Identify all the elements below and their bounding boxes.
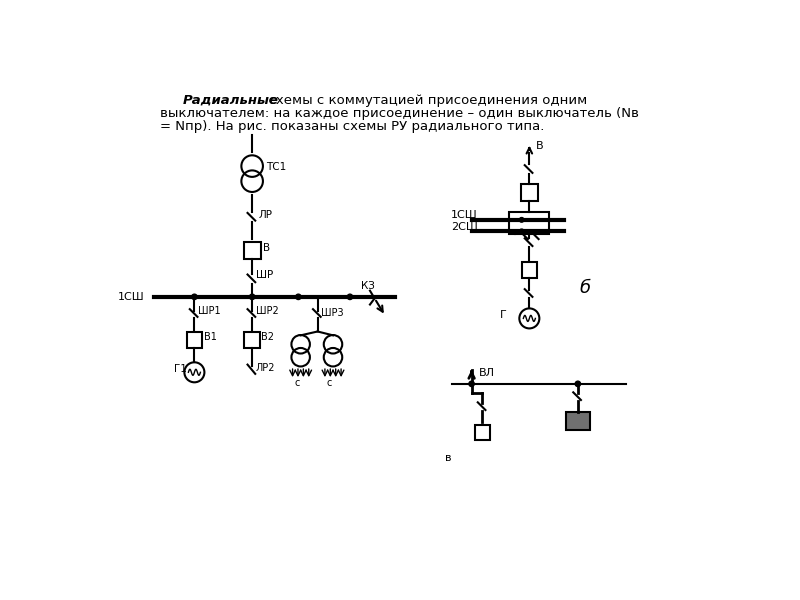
Circle shape	[347, 294, 353, 299]
Text: 1СШ: 1СШ	[118, 292, 144, 302]
Text: ШР1: ШР1	[198, 306, 221, 316]
Text: ЛР: ЛР	[258, 209, 272, 220]
Text: б: б	[579, 279, 590, 297]
Text: с: с	[294, 378, 300, 388]
Bar	[245, 332, 260, 347]
Text: ШР3: ШР3	[322, 308, 344, 318]
Circle shape	[296, 294, 301, 299]
Bar	[566, 412, 590, 430]
Text: ШР: ШР	[256, 269, 274, 280]
Circle shape	[250, 294, 255, 299]
Text: В: В	[535, 141, 543, 151]
Text: схемы с коммутацией присоединения одним: схемы с коммутацией присоединения одним	[260, 94, 587, 107]
Bar	[510, 212, 550, 233]
Circle shape	[519, 218, 524, 222]
Text: Г: Г	[500, 310, 507, 320]
Text: КЗ: КЗ	[361, 281, 374, 291]
Bar	[521, 184, 538, 202]
Circle shape	[469, 381, 474, 386]
Text: выключателем: на каждое присоединение – один выключатель (Nв: выключателем: на каждое присоединение – …	[160, 107, 638, 120]
Text: 2СШ: 2СШ	[451, 222, 478, 232]
Text: = Nпр). На рис. показаны схемы РУ радиального типа.: = Nпр). На рис. показаны схемы РУ радиал…	[160, 120, 544, 133]
Bar	[522, 262, 537, 278]
Text: ТС1: ТС1	[266, 162, 286, 172]
Bar	[474, 425, 490, 440]
Text: В2: В2	[262, 332, 274, 342]
Text: Радиальные: Радиальные	[183, 94, 279, 107]
Circle shape	[192, 294, 197, 299]
Text: 1СШ: 1СШ	[451, 210, 478, 220]
Text: В: В	[263, 242, 270, 253]
Text: ШР2: ШР2	[256, 306, 278, 316]
Text: Г1: Г1	[174, 364, 187, 374]
Circle shape	[519, 229, 524, 234]
Text: с: с	[327, 378, 332, 388]
Bar	[186, 332, 202, 347]
Text: в: в	[445, 453, 451, 463]
Text: ВЛ: ВЛ	[479, 368, 495, 378]
Text: В1: В1	[204, 332, 217, 342]
Circle shape	[575, 381, 581, 386]
Bar	[244, 242, 261, 259]
Text: ЛР2: ЛР2	[256, 363, 275, 373]
